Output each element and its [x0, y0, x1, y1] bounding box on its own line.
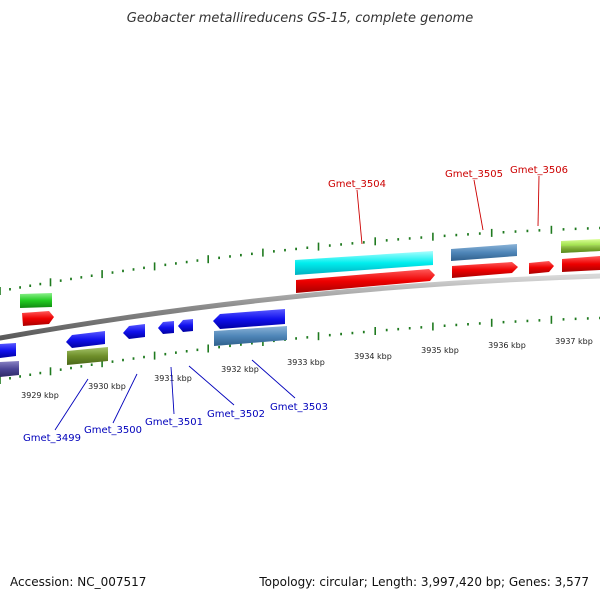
forward-strand-genes — [20, 239, 600, 326]
gene-gmet-3501b[interactable] — [178, 319, 193, 332]
gene-gmet-3502[interactable] — [213, 309, 285, 329]
gene-gmet-3504-cyan[interactable] — [295, 251, 433, 275]
gene-gmet-3504-red[interactable] — [296, 269, 435, 293]
gene-gmet-3501[interactable] — [158, 321, 174, 334]
gene-arrow-red-right[interactable] — [562, 256, 600, 272]
gene-gmet-3505[interactable] — [451, 244, 517, 261]
label-gmet-3504[interactable]: Gmet_3504 — [328, 179, 386, 190]
leader-gmet-3504 — [356, 189, 363, 245]
kbp-label-3931: 3931 kbp — [154, 374, 192, 383]
reverse-gene-labels: Gmet_3499 Gmet_3500 Gmet_3501 Gmet_3502 … — [23, 359, 328, 444]
kbp-label-3930: 3930 kbp — [88, 382, 126, 391]
gene-arrow-purple-left-edge[interactable] — [0, 361, 19, 377]
gene-arrow-blue-left-edge[interactable] — [0, 343, 16, 358]
gene-gmet-3499[interactable] — [67, 347, 108, 365]
gene-arrow-red-left[interactable] — [22, 311, 54, 326]
gene-gmet-3500[interactable] — [123, 324, 145, 339]
leader-gmet-3506 — [537, 175, 540, 227]
gene-arrow-green-left[interactable] — [20, 293, 52, 308]
label-gmet-3502[interactable]: Gmet_3502 — [207, 409, 265, 420]
leader-gmet-3499 — [54, 378, 89, 431]
label-gmet-3505[interactable]: Gmet_3505 — [445, 169, 503, 180]
kbp-label-3936: 3936 kbp — [488, 341, 526, 350]
topology-summary: Topology: circular; Length: 3,997,420 bp… — [258, 575, 589, 589]
leader-gmet-3502 — [188, 365, 235, 406]
kbp-label-3937: 3937 kbp — [555, 337, 593, 346]
leader-gmet-3505 — [473, 179, 484, 231]
leader-gmet-3503 — [251, 359, 296, 399]
kbp-scale: 3929 kbp 3930 kbp 3931 kbp 3932 kbp 3933… — [21, 337, 593, 400]
label-gmet-3506[interactable]: Gmet_3506 — [510, 165, 568, 176]
gene-arrow-olive-right[interactable] — [561, 245, 600, 253]
kbp-label-3934: 3934 kbp — [354, 352, 392, 361]
gene-gmet-3499-blue[interactable] — [66, 331, 105, 348]
lower-tick-row — [0, 315, 600, 384]
accession-text: Accession: NC_007517 — [10, 575, 146, 589]
upper-tick-row — [0, 225, 600, 295]
gene-gmet-3503[interactable] — [214, 326, 287, 346]
map-title: Geobacter metallireducens GS-15, complet… — [127, 11, 473, 26]
label-gmet-3501[interactable]: Gmet_3501 — [145, 417, 203, 428]
kbp-label-3935: 3935 kbp — [421, 346, 459, 355]
label-gmet-3500[interactable]: Gmet_3500 — [84, 425, 142, 436]
kbp-label-3933: 3933 kbp — [287, 358, 325, 367]
leader-gmet-3501 — [170, 366, 175, 415]
label-gmet-3499[interactable]: Gmet_3499 — [23, 433, 81, 444]
label-gmet-3503[interactable]: Gmet_3503 — [270, 402, 328, 413]
reverse-strand-genes — [0, 309, 287, 377]
gene-gmet-3505-red[interactable] — [452, 262, 518, 278]
genome-backbone — [0, 273, 600, 341]
kbp-label-3929: 3929 kbp — [21, 391, 59, 400]
kbp-label-3932: 3932 kbp — [221, 365, 259, 374]
leader-gmet-3500 — [112, 373, 138, 424]
forward-gene-labels: Gmet_3504 Gmet_3505 Gmet_3506 — [328, 165, 568, 245]
gene-gmet-3506[interactable] — [529, 261, 554, 274]
